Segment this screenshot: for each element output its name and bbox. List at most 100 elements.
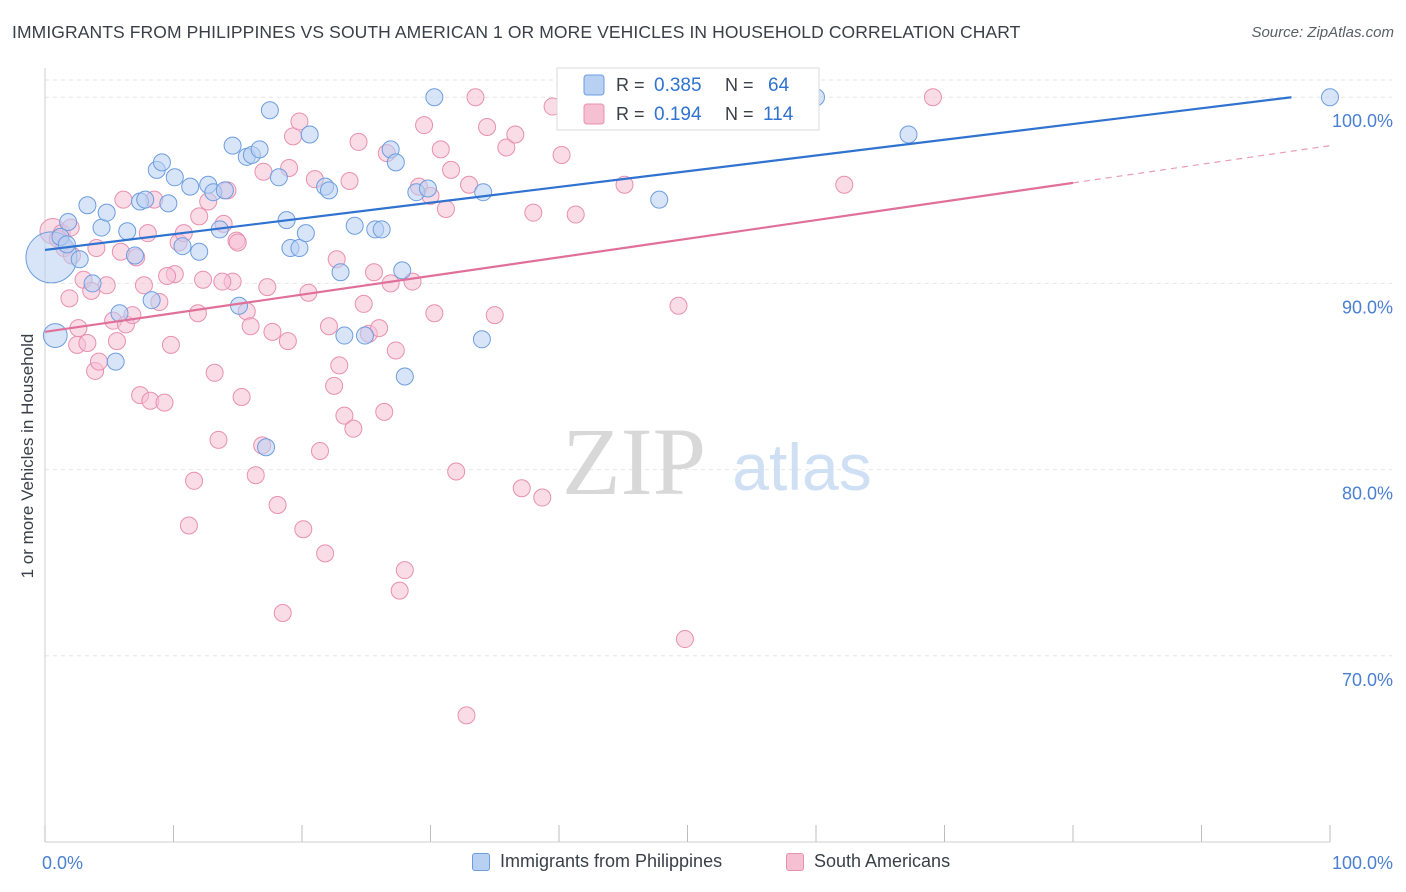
legend-pink-swatch <box>583 103 605 125</box>
watermark-atlas: atlas <box>732 430 871 504</box>
south-americans-point <box>290 112 309 131</box>
south-americans-point <box>310 442 329 460</box>
south-americans-trend-extension <box>1072 145 1331 184</box>
south-americans-point <box>78 334 97 353</box>
south-americans-point <box>436 199 455 218</box>
philippines-point <box>142 291 161 310</box>
south-americans-point <box>512 479 531 498</box>
philippines-point <box>300 125 319 144</box>
philippines-point <box>250 140 269 159</box>
philippines-point <box>70 250 89 269</box>
south-americans-point <box>335 406 354 425</box>
philippines-point <box>173 237 192 256</box>
south-americans-point <box>209 430 228 449</box>
philippines-point <box>152 153 171 172</box>
philippines-point <box>650 190 669 209</box>
south-americans-point <box>213 272 232 291</box>
south-americans-point <box>319 317 338 336</box>
south-americans-point <box>390 581 409 600</box>
philippines-point <box>78 196 97 215</box>
philippines-point <box>223 136 242 155</box>
philippines-point <box>269 168 288 187</box>
south-americans-point <box>294 520 313 539</box>
south-americans-point <box>375 402 394 421</box>
legend-label-philippines: Immigrants from Philippines <box>500 851 723 871</box>
legend-r-label: R = <box>616 75 645 95</box>
philippines-point <box>215 181 234 200</box>
philippines-point <box>230 296 249 315</box>
philippines-point <box>296 224 315 243</box>
south-americans-point <box>506 125 525 144</box>
south-americans-point <box>442 160 461 179</box>
south-americans-point <box>485 306 504 325</box>
watermark-zip: ZIP <box>562 408 706 515</box>
philippines-point <box>899 125 918 144</box>
philippines-point <box>125 246 144 265</box>
philippines-point <box>355 326 374 345</box>
philippines-point <box>257 438 276 457</box>
philippines-point <box>59 212 78 231</box>
philippines-point <box>418 179 437 198</box>
philippines-point <box>290 239 309 258</box>
philippines-point <box>372 220 391 239</box>
south-americans-point <box>552 145 571 164</box>
legend-item-philippines[interactable]: Immigrants from Philippines <box>472 851 722 872</box>
south-americans-point <box>273 603 292 622</box>
south-americans-point <box>425 304 444 323</box>
legend-blue-swatch <box>583 74 605 96</box>
axes <box>44 68 1331 843</box>
south-americans-point <box>431 140 450 159</box>
chart-title: IMMIGRANTS FROM PHILIPPINES VS SOUTH AME… <box>12 22 1021 42</box>
philippines-swatch <box>472 852 490 871</box>
south-americans-point <box>330 356 349 375</box>
south-americans-point <box>344 419 363 438</box>
y-tick-label: 70.0% <box>1342 670 1393 690</box>
south-americans-point <box>258 278 277 297</box>
south-americans-point <box>349 132 368 151</box>
philippines-point <box>472 330 491 349</box>
south-americans-point <box>134 276 153 295</box>
legend-n-value: 64 <box>768 75 790 96</box>
legend-n-label: N = <box>725 104 754 124</box>
south-americans-point <box>205 363 224 382</box>
south-americans-point <box>354 294 373 313</box>
legend-n-value: 114 <box>763 104 794 125</box>
philippines-point <box>97 203 116 222</box>
philippines-point <box>42 323 68 348</box>
south-americans-point <box>232 388 251 407</box>
philippines-point <box>331 263 350 282</box>
philippines-point <box>181 177 200 196</box>
south-americans-point <box>246 466 265 485</box>
south-americans-point <box>447 462 466 481</box>
philippines-point <box>136 190 155 209</box>
legend-n-label: N = <box>725 75 754 95</box>
legend-r-value: 0.194 <box>654 104 702 125</box>
south-americans-point <box>835 175 854 194</box>
legend-item-south-americans[interactable]: South Americans <box>786 851 950 872</box>
south-americans-point <box>524 203 543 222</box>
south-americans-point <box>415 116 434 135</box>
south-americans-point <box>923 88 942 107</box>
south-americans-point <box>114 190 133 209</box>
south-americans-point <box>155 393 174 412</box>
south-americans-point <box>158 266 177 285</box>
south-americans-point <box>190 207 209 226</box>
south-americans-point <box>188 304 207 323</box>
philippines-point <box>159 194 178 213</box>
chart-source: Source: ZipAtlas.com <box>1251 24 1394 41</box>
philippines-point <box>345 216 364 235</box>
south-americans-point <box>241 317 260 336</box>
south-americans-point <box>194 270 213 289</box>
south-americans-swatch <box>786 852 804 871</box>
philippines-point <box>474 183 493 202</box>
philippines-point <box>190 242 209 261</box>
south-americans-point <box>497 138 516 157</box>
philippines-point <box>395 367 414 386</box>
philippines-point <box>57 235 76 254</box>
south-americans-point <box>478 118 497 137</box>
philippines-point <box>165 168 184 187</box>
legend-label-south-americans: South Americans <box>814 851 951 871</box>
south-americans-point <box>60 289 79 308</box>
philippines-point <box>1321 88 1339 107</box>
south-americans-trend-line <box>44 181 1074 333</box>
